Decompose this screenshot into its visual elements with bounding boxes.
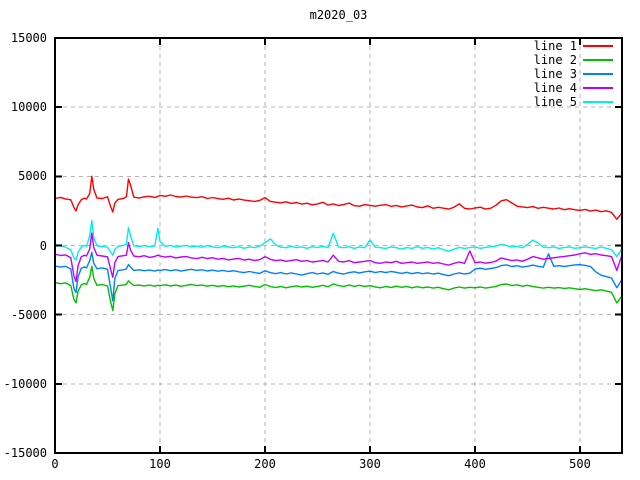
legend-sample-line-5 — [583, 101, 613, 103]
x-tick-label: 100 — [149, 457, 171, 471]
x-tick-label: 200 — [254, 457, 276, 471]
y-tick-label: 15000 — [10, 31, 47, 45]
chart-title: m2020_03 — [309, 8, 368, 22]
x-tick-label: 400 — [464, 457, 486, 471]
legend-sample-line-3 — [583, 73, 613, 75]
legend-label-5: line 5 — [533, 95, 577, 109]
x-tick-label: 300 — [359, 457, 381, 471]
x-tick-label: 500 — [569, 457, 591, 471]
series-line-2 — [54, 265, 623, 312]
series-line-3 — [54, 251, 623, 302]
legend-label-1: line 1 — [533, 39, 577, 53]
series-line-5 — [54, 219, 623, 261]
legend-label-4: line 4 — [533, 81, 577, 95]
y-tick-label: -5000 — [10, 307, 47, 322]
series-line-4 — [54, 232, 623, 283]
y-tick-label: -10000 — [3, 376, 47, 391]
y-tick-label: 0 — [39, 238, 47, 253]
legend-sample-line-4 — [583, 87, 613, 89]
legend-sample-line-2 — [583, 59, 613, 61]
y-tick-label: -15000 — [3, 446, 47, 460]
y-tick-label: 10000 — [10, 100, 47, 115]
legend-label-2: line 2 — [533, 53, 577, 67]
legend-sample-line-1 — [583, 45, 613, 47]
legend-label-3: line 3 — [533, 67, 577, 81]
x-tick-label: 0 — [51, 457, 59, 471]
series-line-1 — [54, 175, 623, 220]
y-tick-label: 5000 — [18, 169, 47, 184]
